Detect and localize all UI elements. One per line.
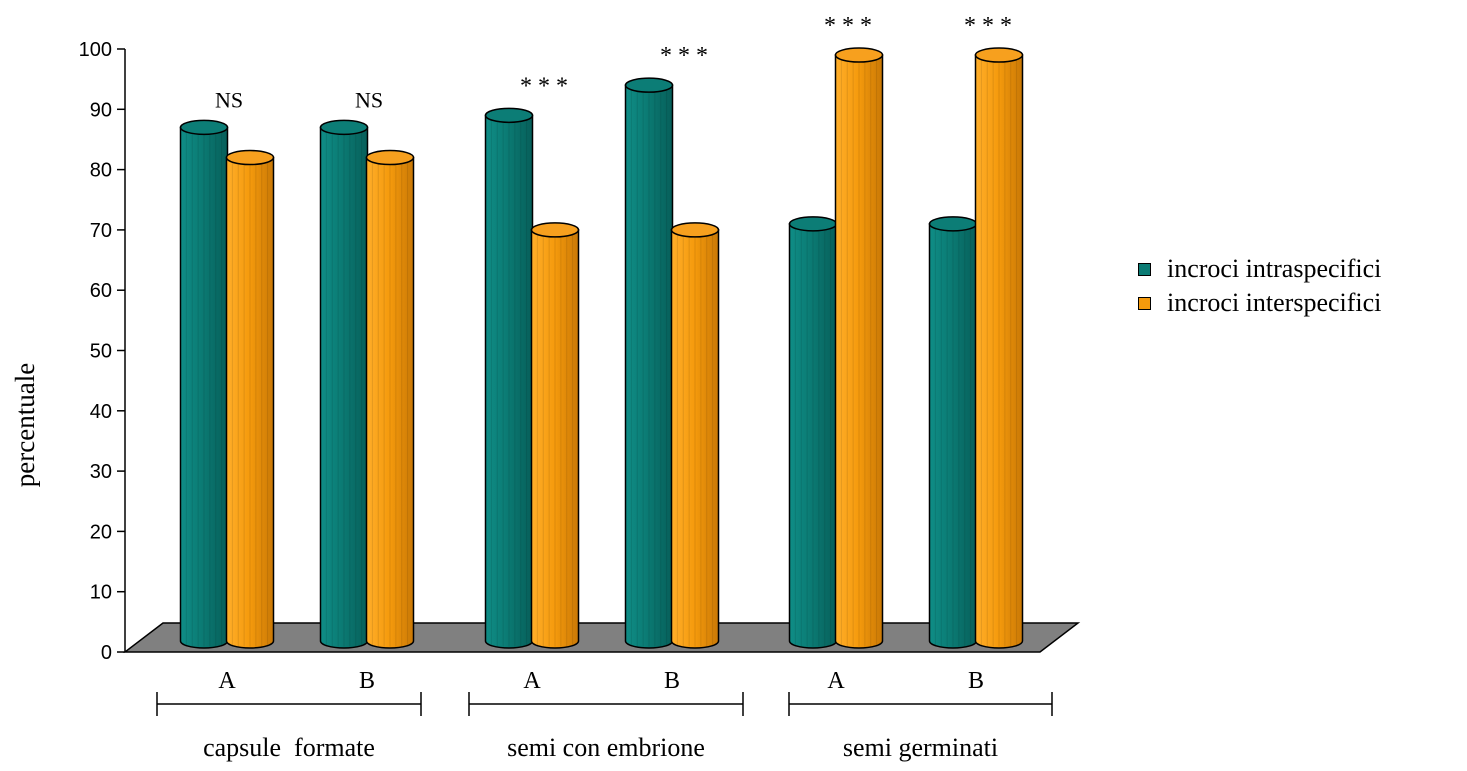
significance-annotation: * * * (520, 73, 568, 99)
group-bracket (156, 692, 422, 716)
bar (624, 77, 674, 649)
y-axis-label: percentuale (10, 363, 40, 487)
bar (788, 216, 838, 649)
y-tick-label: 40 (90, 401, 112, 423)
x-tick-label: B (359, 668, 375, 694)
y-tick-label: 90 (90, 99, 112, 121)
bar (928, 216, 978, 649)
bar (179, 119, 229, 649)
y-tick-label: 100 (79, 39, 112, 61)
significance-annotation: * * * (964, 13, 1012, 39)
bar (834, 47, 884, 649)
significance-annotation: NS (215, 87, 243, 112)
group-label: semi germinati (843, 733, 998, 762)
group-label: semi con embrione (507, 733, 705, 762)
legend-swatch-intraspecific (1138, 262, 1151, 276)
bar (670, 222, 720, 649)
bar (365, 149, 415, 649)
x-tick-label: A (218, 668, 236, 694)
significance-annotation: NS (355, 87, 383, 112)
legend-item-intraspecific: incroci intraspecifici (1138, 252, 1381, 286)
legend-label-interspecific: incroci interspecifici (1167, 288, 1382, 317)
y-tick-label: 0 (101, 642, 112, 664)
bar (225, 149, 275, 649)
y-tick-label: 60 (90, 280, 112, 302)
legend: incroci intraspecifici incroci interspec… (1138, 252, 1381, 320)
significance-annotation: * * * (824, 13, 872, 39)
y-tick-label: 70 (90, 220, 112, 242)
group-label: capsule formate (203, 733, 375, 762)
x-tick-label: A (523, 668, 541, 694)
significance-annotation: * * * (660, 43, 708, 69)
bar (974, 47, 1024, 649)
group-bracket (468, 692, 744, 716)
legend-swatch-interspecific (1138, 296, 1151, 310)
x-tick-label: B (664, 668, 680, 694)
y-tick-label: 10 (90, 582, 112, 604)
x-tick-label: A (827, 668, 845, 694)
legend-item-interspecific: incroci interspecifici (1138, 286, 1381, 320)
bar (319, 119, 369, 649)
bar (484, 107, 534, 649)
y-tick-label: 50 (90, 341, 112, 363)
y-tick-label: 20 (90, 521, 112, 543)
legend-label-intraspecific: incroci intraspecifici (1167, 254, 1382, 283)
bar (530, 222, 580, 649)
x-tick-label: B (968, 668, 984, 694)
y-tick-label: 30 (90, 461, 112, 483)
group-bracket (788, 692, 1053, 716)
y-tick-label: 80 (90, 160, 112, 182)
